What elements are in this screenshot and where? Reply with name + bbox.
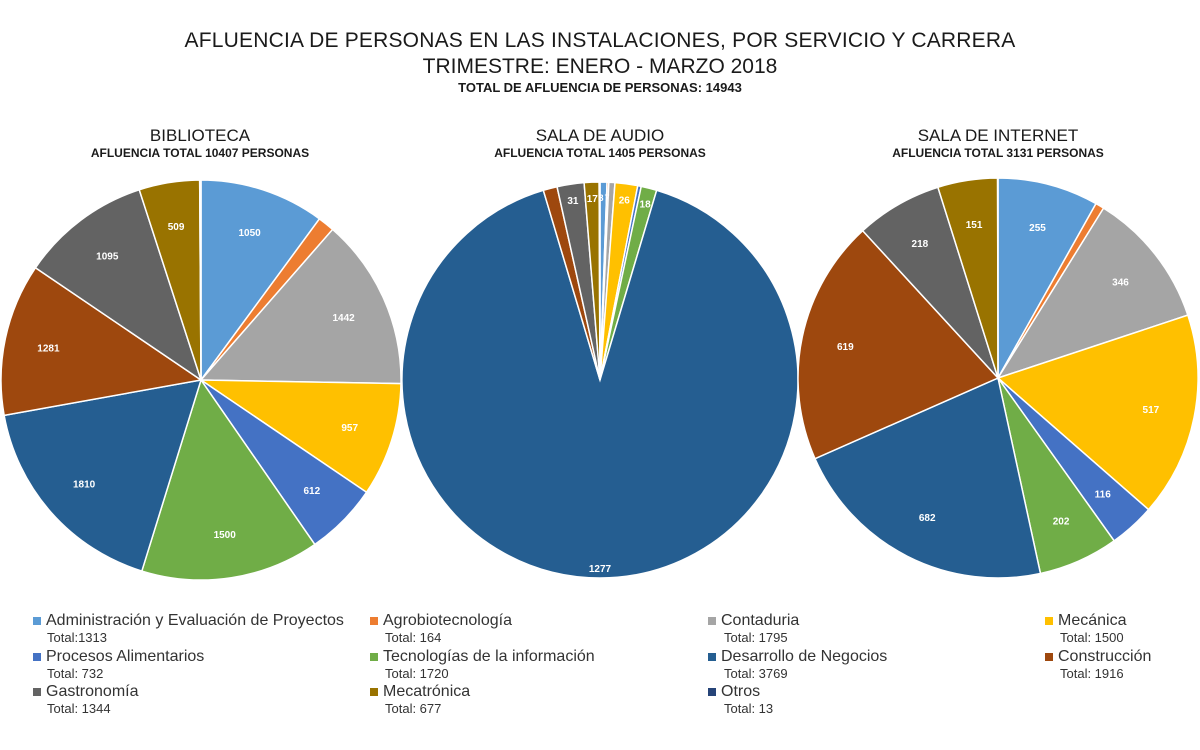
audio-data-label: 26	[619, 196, 631, 207]
audio-data-label: 17	[587, 194, 599, 205]
audio-title: SALA DE AUDIO	[535, 126, 665, 145]
internet-data-label: 202	[1053, 517, 1070, 528]
internet-data-label: 346	[1112, 278, 1129, 289]
biblioteca-data-label: 1500	[214, 530, 237, 541]
internet-slice-contaduria	[996, 207, 1189, 380]
internet-data-label: 116	[1095, 490, 1112, 501]
biblioteca-slice-gastronomia	[34, 188, 203, 382]
audio-subtitle: AFLUENCIA TOTAL 1405 PERSONAS	[494, 146, 706, 160]
biblioteca-data-label: 1810	[73, 479, 96, 490]
internet-pie: 255 346 517 116 202 682 619 218 151	[797, 177, 1199, 579]
header: AFLUENCIA DE PERSONAS EN LAS INSTALACION…	[0, 28, 1200, 96]
biblioteca-data-label: 509	[168, 222, 185, 233]
biblioteca-data-label: 1442	[332, 313, 355, 324]
biblioteca-title: BIBLIOTECA	[149, 126, 251, 145]
total-afluencia: TOTAL DE AFLUENCIA DE PERSONAS: 14943	[458, 80, 742, 95]
audio-data-label-small: 7	[604, 193, 609, 203]
audio-header: SALA DE AUDIO AFLUENCIA TOTAL 1405 PERSO…	[445, 126, 755, 160]
biblioteca-slice-contaduria	[199, 228, 402, 385]
internet-data-label: 682	[919, 513, 936, 524]
biblioteca-data-label: 957	[341, 423, 358, 434]
biblioteca-slice-otros	[198, 179, 202, 381]
biblioteca-pie: 1050 1442 957 612 1500 1810 1281 1095 509	[0, 179, 402, 581]
audio-slice-desarrollo	[401, 189, 799, 579]
biblioteca-header: BIBLIOTECA AFLUENCIA TOTAL 10407 PERSONA…	[45, 126, 355, 160]
internet-slice-administracion	[997, 177, 1098, 381]
biblioteca-subtitle: AFLUENCIA TOTAL 10407 PERSONAS	[90, 146, 310, 160]
internet-data-label: 218	[912, 239, 929, 250]
chart-title: AFLUENCIA DE PERSONAS EN LAS INSTALACION…	[184, 29, 1016, 52]
biblioteca-slice-mecanica	[198, 379, 402, 494]
internet-slice-mecanica	[996, 314, 1199, 511]
audio-data-label: 18	[640, 200, 652, 211]
audio-data-label: 31	[567, 196, 579, 207]
biblioteca-data-label: 1095	[96, 251, 119, 262]
biblioteca-slice-tecnologias	[140, 378, 316, 581]
internet-data-label: 517	[1143, 405, 1160, 416]
biblioteca-slice-administracion	[200, 179, 321, 383]
internet-slice-construccion	[797, 229, 1000, 460]
biblioteca-data-label: 1050	[238, 228, 261, 239]
internet-subtitle: AFLUENCIA TOTAL 3131 PERSONAS	[892, 146, 1104, 160]
internet-data-label: 255	[1029, 223, 1046, 234]
internet-title: SALA DE INTERNET	[917, 126, 1079, 145]
biblioteca-slice-desarrollo	[3, 379, 203, 572]
internet-data-label: 619	[837, 342, 854, 353]
audio-slice-otros	[598, 181, 601, 381]
biblioteca-data-label: 612	[303, 486, 320, 497]
audio-data-label-small: 8	[598, 193, 603, 203]
internet-data-label: 151	[966, 220, 983, 231]
biblioteca-data-label: 1281	[37, 344, 60, 355]
audio-pie: 26 18 1277 31 17 8 7	[401, 181, 799, 579]
audio-data-label: 1277	[589, 564, 612, 575]
internet-slice-desarrollo	[814, 376, 1042, 579]
chart-subtitle: TRIMESTRE: ENERO - MARZO 2018	[422, 55, 778, 78]
biblioteca-slice-construccion	[0, 266, 203, 417]
internet-header: SALA DE INTERNET AFLUENCIA TOTAL 3131 PE…	[843, 126, 1153, 160]
